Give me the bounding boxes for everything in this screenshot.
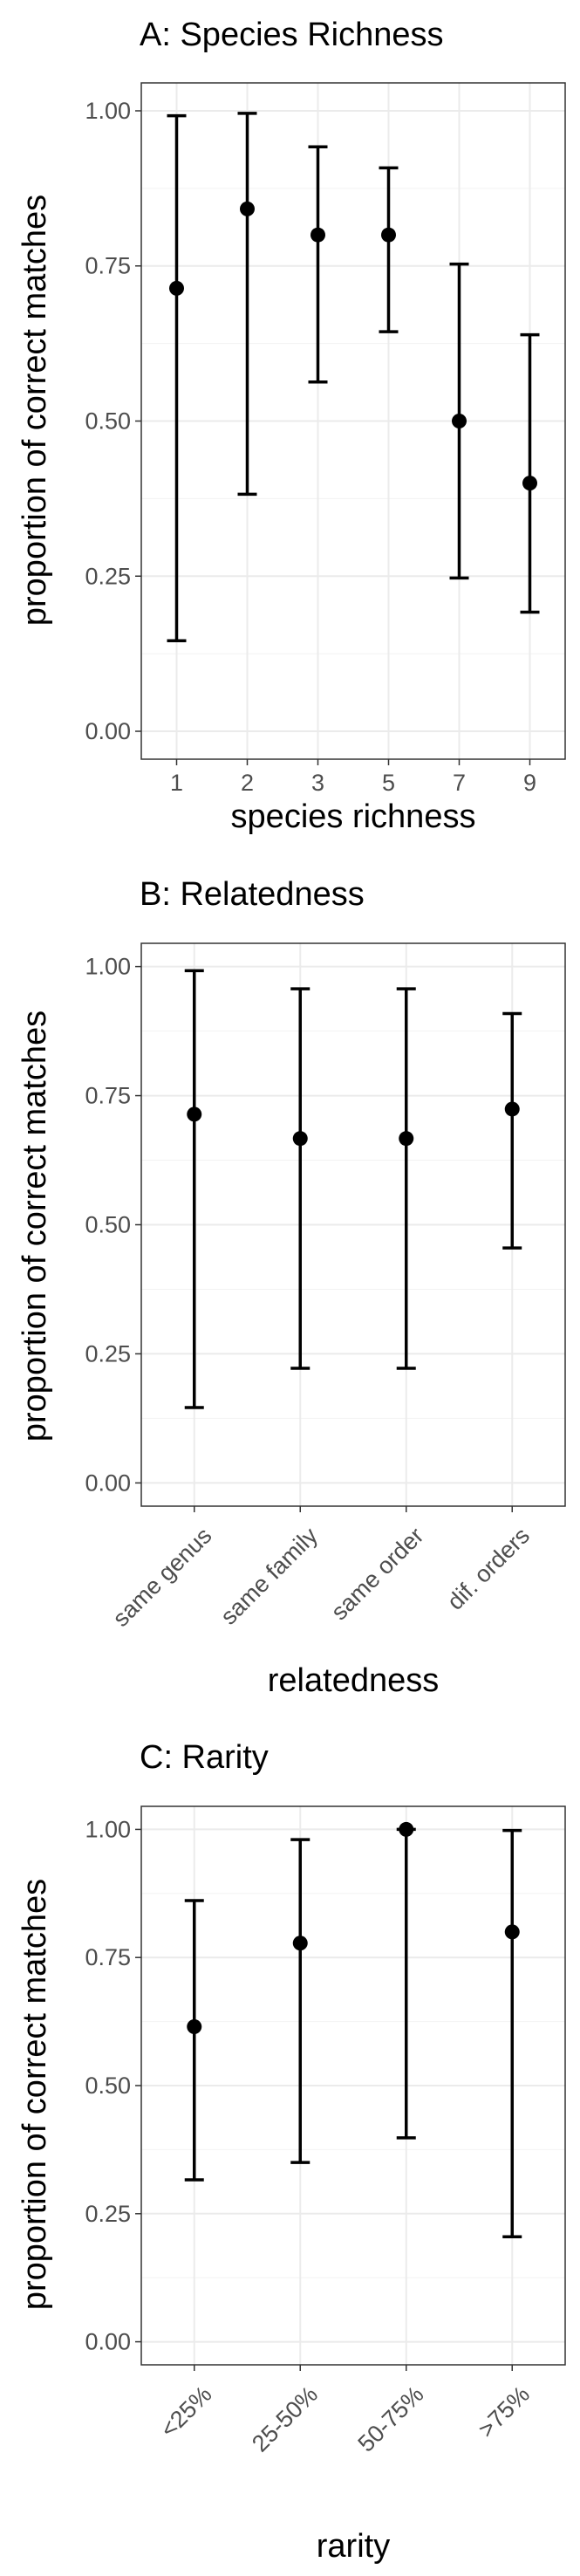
x-axis-title: rarity xyxy=(317,2528,390,2565)
y-axis-title: proportion of correct matches xyxy=(17,1879,53,2310)
y-tick-label: 0.25 xyxy=(85,2201,131,2227)
data-point xyxy=(187,1106,202,1122)
y-tick-label: 1.00 xyxy=(85,1816,131,1842)
y-tick-label: 0.75 xyxy=(85,1083,131,1109)
y-tick-label: 0.25 xyxy=(85,563,131,589)
x-tick-label: 9 xyxy=(523,770,536,796)
error-bar xyxy=(502,1011,522,1250)
data-point xyxy=(240,201,255,216)
data-point xyxy=(522,476,537,491)
panel-title: A: Species Richness xyxy=(140,17,444,53)
panel-title: C: Rarity xyxy=(140,1739,269,1776)
panel-title: B: Relatedness xyxy=(140,876,365,913)
y-axis-title: proportion of correct matches xyxy=(17,195,53,626)
x-tick-label: same genus xyxy=(107,1523,216,1632)
y-tick-label: 0.00 xyxy=(85,2329,131,2355)
panel-species-richness: 0.00 0.25 0.50 0.75 1.00 1 2 3 5 7 9 A: Species Ric… xyxy=(17,17,566,835)
x-tick-label: same family xyxy=(215,1522,323,1629)
y-tick-label: 0.75 xyxy=(85,253,131,279)
error-bar xyxy=(237,112,257,497)
panel-rarity: 0.00 0.25 0.50 0.75 1.00 <25% 25-50% 50-75% >75%… xyxy=(17,1739,566,2565)
error-bar xyxy=(308,145,328,384)
x-axis-title: relatedness xyxy=(268,1662,439,1699)
data-point xyxy=(292,1131,308,1147)
x-tick-label: 25-50% xyxy=(247,2381,323,2457)
x-tick-label: 7 xyxy=(453,770,466,796)
data-point xyxy=(381,227,396,243)
x-tick-label: 1 xyxy=(170,770,183,796)
x-axis-title: species richness xyxy=(231,798,476,835)
x-tick-label: 2 xyxy=(241,770,254,796)
data-point xyxy=(187,2018,202,2034)
y-tick-label: 0.00 xyxy=(85,718,131,744)
y-tick-label: 1.00 xyxy=(85,954,131,980)
y-tick-label: 0.25 xyxy=(85,1340,131,1367)
error-bar xyxy=(184,969,204,1409)
data-point xyxy=(399,1131,414,1147)
y-tick-label: 0.50 xyxy=(85,2072,131,2099)
y-tick-label: 0.50 xyxy=(85,1212,131,1238)
y-tick-label: 0.50 xyxy=(85,408,131,435)
data-point xyxy=(399,1821,414,1837)
data-point xyxy=(504,1101,520,1117)
y-axis-title: proportion of correct matches xyxy=(17,1011,53,1442)
error-bar xyxy=(502,1828,522,2238)
error-bar xyxy=(290,987,310,1370)
data-point xyxy=(310,227,325,243)
data-point xyxy=(504,1924,520,1940)
data-point xyxy=(292,1935,308,1951)
plot-area xyxy=(140,82,566,760)
y-tick-label: 0.75 xyxy=(85,1944,131,1970)
error-bar xyxy=(290,1838,310,2164)
error-bar xyxy=(167,113,187,642)
x-tick-label: 5 xyxy=(382,770,395,796)
data-point xyxy=(169,280,184,296)
error-bar xyxy=(184,1899,204,2182)
x-tick-label: >75% xyxy=(473,2381,535,2443)
y-tick-label: 0.00 xyxy=(85,1470,131,1496)
error-bar xyxy=(520,332,540,614)
x-tick-label: same order xyxy=(326,1523,429,1626)
error-bar xyxy=(379,166,399,333)
x-tick-label: 3 xyxy=(311,770,324,796)
data-point xyxy=(452,414,467,428)
error-bar xyxy=(396,987,416,1370)
y-tick-label: 1.00 xyxy=(85,98,131,124)
x-tick-label: dif. orders xyxy=(442,1523,535,1615)
plot-area xyxy=(140,942,566,1507)
x-tick-label: 50-75% xyxy=(353,2381,429,2457)
x-tick-label: <25% xyxy=(155,2381,217,2443)
plot-area xyxy=(140,1805,566,2366)
